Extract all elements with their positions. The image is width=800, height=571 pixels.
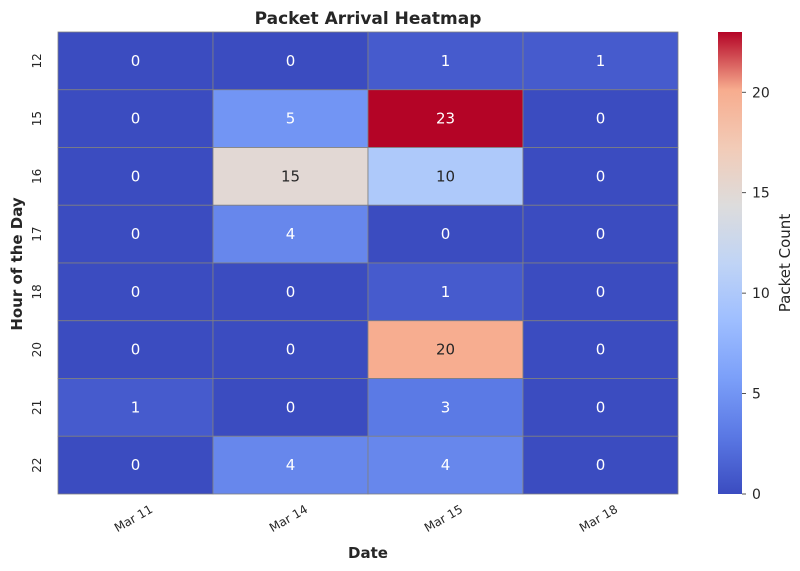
cell-value-label: 10 <box>436 167 455 185</box>
heatmap-cell <box>57 435 214 495</box>
x-tick-label: Mar 14 <box>267 502 310 535</box>
heatmap-cell <box>522 204 679 264</box>
cell-value-label: 0 <box>286 283 296 301</box>
colorbar-tick-label: 15 <box>752 186 770 202</box>
y-tick-label: 22 <box>30 457 44 472</box>
heatmap-cell <box>367 320 524 379</box>
x-axis-label: Date <box>348 544 388 562</box>
heatmap-cell <box>522 435 679 495</box>
y-tick-label: 21 <box>30 400 44 415</box>
heatmap-cell <box>212 31 369 91</box>
cell-value-label: 20 <box>436 341 455 359</box>
y-tick-label: 17 <box>30 226 44 241</box>
heatmap-cell <box>522 320 679 379</box>
chart-title: Packet Arrival Heatmap <box>255 9 482 29</box>
colorbar-gradient <box>718 32 742 494</box>
heatmap-cell <box>367 262 524 322</box>
colorbar-tick-label: 5 <box>752 387 761 403</box>
y-tick-label: 12 <box>30 53 44 68</box>
colorbar-tick-label: 10 <box>752 286 770 302</box>
heatmap-cell <box>522 89 679 148</box>
heatmap-cell <box>367 435 524 495</box>
heatmap-cell <box>212 89 369 148</box>
cell-value-label: 0 <box>596 225 606 243</box>
heatmap-cell <box>57 31 214 91</box>
cell-value-label: 0 <box>596 167 606 185</box>
heatmap-cell <box>57 378 214 437</box>
heatmap-cell <box>367 378 524 437</box>
cell-value-label: 0 <box>596 283 606 301</box>
y-tick-label: 20 <box>30 342 44 357</box>
cell-value-label: 1 <box>441 283 451 301</box>
cell-value-label: 4 <box>286 225 296 243</box>
x-tick-label: Mar 15 <box>422 502 465 535</box>
colorbar-tick-label: 0 <box>752 487 761 503</box>
x-axis-ticks: Mar 11 Mar 14 Mar 15 Mar 18 <box>112 502 620 535</box>
heatmap-cell <box>212 204 369 264</box>
y-tick-label: 18 <box>30 284 44 299</box>
heatmap-cells: 0 0 1 10 5 23 00 15 10 00 4 0 00 0 1 00 0 20 01 0 3 00 4 4 0 <box>57 31 679 495</box>
cell-value-label: 15 <box>281 167 300 185</box>
x-tick-label: Mar 18 <box>577 502 620 535</box>
heatmap-cell <box>367 204 524 264</box>
heatmap-cell <box>57 262 214 322</box>
y-axis-ticks: 12 15 16 17 18 20 21 22 <box>30 53 44 473</box>
cell-value-label: 5 <box>286 110 296 128</box>
x-tick-label: Mar 11 <box>112 502 155 535</box>
cell-value-label: 0 <box>596 110 606 128</box>
heatmap-cell <box>57 320 214 379</box>
heatmap-cell <box>57 204 214 264</box>
y-axis-label: Hour of the Day <box>8 197 26 331</box>
heatmap-cell <box>522 378 679 437</box>
cell-value-label: 0 <box>596 456 606 474</box>
cell-value-label: 0 <box>131 110 141 128</box>
cell-value-label: 0 <box>131 52 141 70</box>
heatmap-cell <box>522 147 679 206</box>
heatmap-cell <box>212 262 369 322</box>
cell-value-label: 0 <box>286 52 296 70</box>
cell-value-label: 0 <box>596 341 606 359</box>
heatmap-cell <box>367 31 524 91</box>
colorbar-tick-label: 20 <box>752 85 770 101</box>
heatmap-cell <box>212 320 369 379</box>
cell-value-label: 3 <box>441 398 451 416</box>
cell-value-label: 4 <box>441 456 451 474</box>
cell-value-label: 1 <box>131 398 141 416</box>
cell-value-label: 0 <box>131 456 141 474</box>
cell-value-label: 0 <box>596 398 606 416</box>
heatmap-cell <box>522 31 679 91</box>
cell-value-label: 0 <box>286 341 296 359</box>
y-tick-label: 15 <box>30 111 44 126</box>
cell-value-label: 0 <box>286 398 296 416</box>
cell-value-label: 0 <box>131 225 141 243</box>
cell-value-label: 1 <box>441 52 451 70</box>
cell-value-label: 23 <box>436 110 455 128</box>
cell-value-label: 0 <box>131 167 141 185</box>
y-tick-label: 16 <box>30 169 44 184</box>
colorbar: 0 5 10 15 20 Packet Count <box>718 32 794 503</box>
colorbar-ticks: 0 5 10 15 20 <box>742 85 770 503</box>
cell-value-label: 4 <box>286 456 296 474</box>
heatmap-cell <box>212 147 369 206</box>
cell-value-label: 0 <box>131 341 141 359</box>
cell-value-label: 0 <box>131 283 141 301</box>
heatmap-cell <box>522 262 679 322</box>
cell-value-label: 0 <box>441 225 451 243</box>
colorbar-label: Packet Count <box>776 214 794 313</box>
cell-value-label: 1 <box>596 52 606 70</box>
heatmap-cell <box>57 89 214 148</box>
